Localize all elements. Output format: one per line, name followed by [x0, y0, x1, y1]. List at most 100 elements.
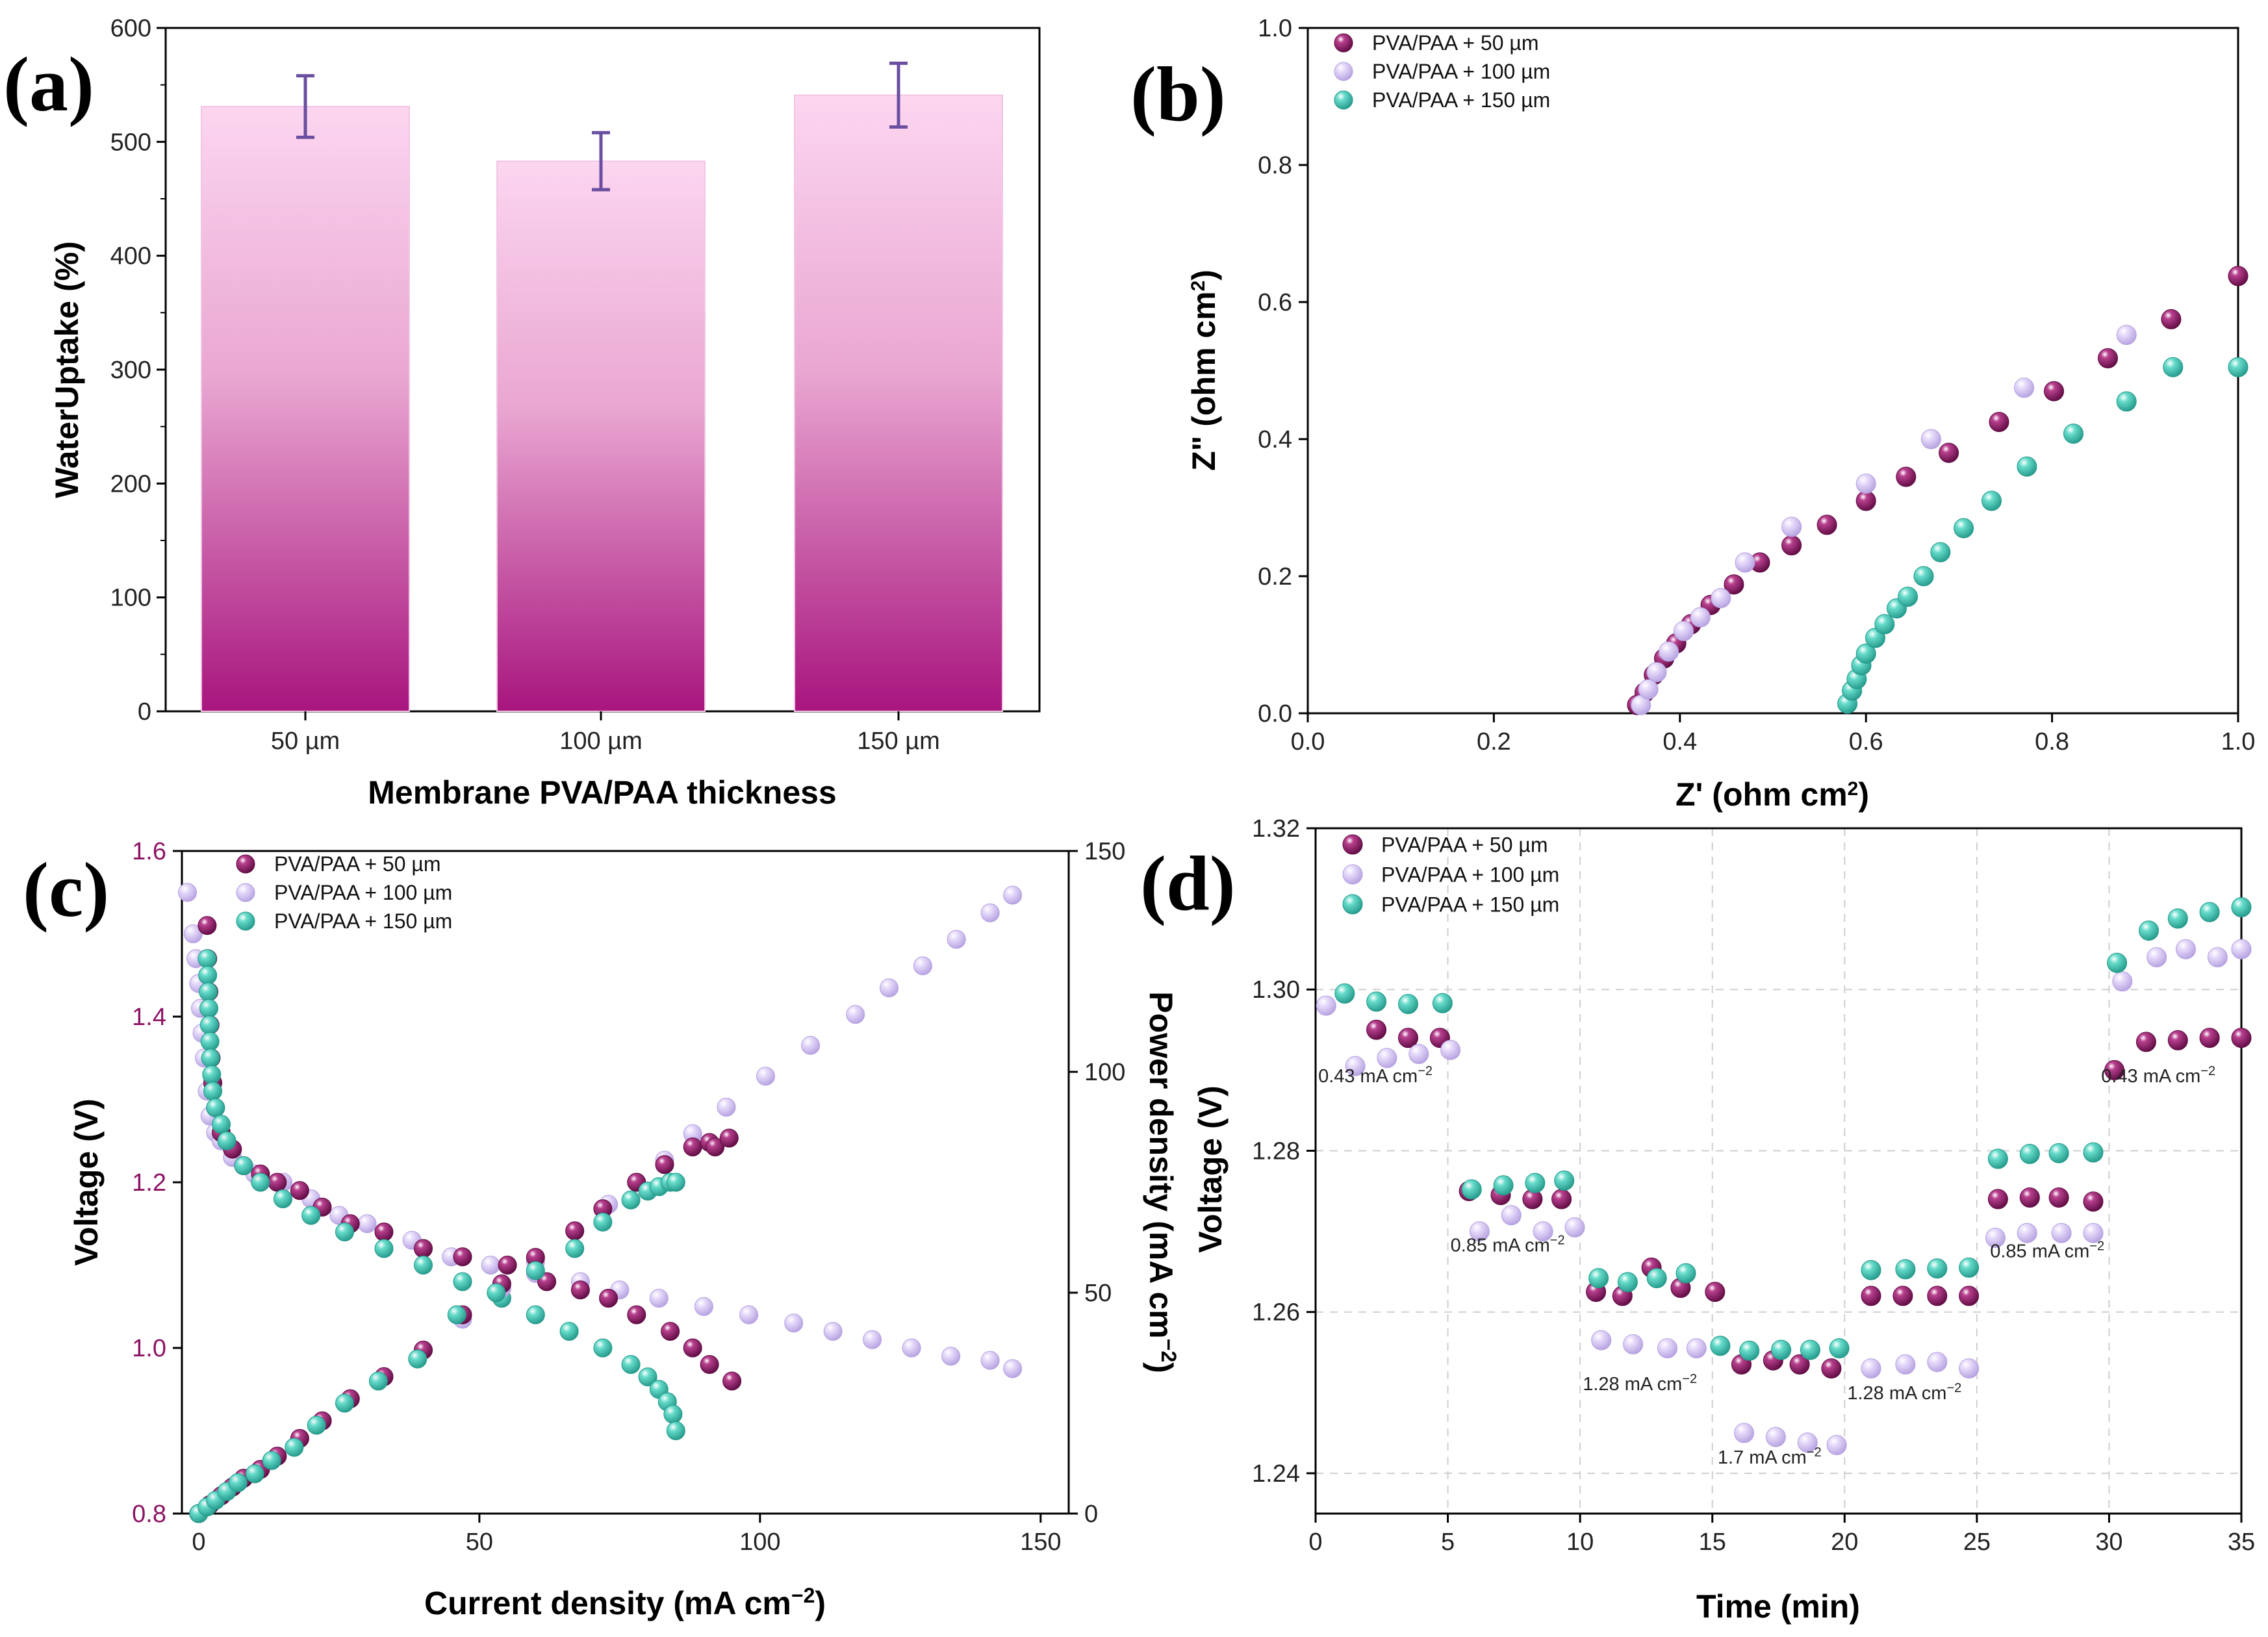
c-pol-point-s100-31: [980, 1351, 1000, 1370]
d-point-s150-1: [1366, 991, 1387, 1012]
c-pol-point-s100-28: [863, 1330, 882, 1349]
d-legend-label-s100: PVA/PAA + 100 µm: [1381, 863, 1559, 887]
a-ytick-label-6: 600: [110, 15, 151, 42]
c-pow-point-s50-18: [655, 1155, 674, 1174]
d-ytick-label-4: 1.32: [1252, 815, 1300, 843]
d-annotation-sup-3: −2: [1807, 1445, 1822, 1460]
d-point-s50-22: [2048, 1187, 2069, 1208]
b-point-s50-13: [1939, 442, 1959, 463]
d-annotation-6: 0.43 mA cm−2: [2101, 1064, 2215, 1087]
c-pol-point-s150-4: [199, 1015, 219, 1035]
d-annotation-text-5: 0.85 mA cm: [1990, 1241, 2089, 1262]
a-ytick-label-0: 0: [138, 698, 151, 726]
d-point-s50-28: [2231, 1028, 2252, 1048]
b-legend-label-s100: PVA/PAA + 100 µm: [1372, 60, 1550, 83]
error-bar-1: [592, 131, 610, 192]
b-point-s100-8: [1781, 516, 1802, 537]
b-xtick-label-5: 1.0: [2221, 728, 2256, 755]
b-ytick-label-1: 0.2: [1258, 563, 1292, 590]
c-pol-point-s150-3: [199, 998, 218, 1018]
d-annotation-sup-2: −2: [1682, 1372, 1697, 1386]
b-point-s50-9: [1781, 535, 1802, 555]
c-xtick-label-3: 150: [1020, 1529, 1061, 1556]
d-annotation-text-1: 0.85 mA cm: [1451, 1236, 1550, 1256]
b-series-s50: [1627, 266, 2249, 715]
c-pol-point-s150-9: [206, 1098, 225, 1117]
d-point-s150-25: [2107, 952, 2128, 973]
c-pol-point-s50-23: [661, 1322, 680, 1341]
c-xtick-label-0: 0: [192, 1529, 205, 1556]
d-point-s150-2: [1398, 994, 1418, 1015]
b-point-s100-4: [1674, 620, 1694, 641]
d-point-s150-5: [1493, 1175, 1514, 1196]
b-point-s150-12: [1981, 490, 2002, 511]
c-xtick-label-2: 100: [739, 1529, 780, 1556]
d-point-s150-22: [2019, 1143, 2040, 1164]
d-point-s50-0: [1366, 1019, 1387, 1040]
panel-b-ylabel: Z" (ohm cm2): [1186, 270, 1222, 471]
c-pow-point-s150-12: [447, 1305, 466, 1325]
b-point-s100-9: [1855, 474, 1876, 494]
b-ytick-label-4: 0.8: [1258, 152, 1292, 179]
d-point-s100-11: [1657, 1338, 1677, 1359]
d-point-s150-19: [1927, 1258, 1948, 1279]
d-xtick-label-3: 15: [1699, 1529, 1726, 1556]
d-annotation-text-3: 1.7 mA cm: [1718, 1447, 1807, 1468]
c-pow-point-s50-22: [719, 1128, 739, 1148]
panel-a-ylabel: WaterUptake (%): [49, 241, 85, 498]
b-point-s50-17: [2161, 309, 2182, 329]
c-pow-point-s100-25: [913, 956, 932, 976]
d-point-s150-16: [1829, 1338, 1850, 1359]
panel-d-frame: [1314, 827, 2243, 1515]
c-pow-point-s150-16: [593, 1212, 613, 1232]
d-point-s150-23: [2048, 1143, 2069, 1163]
b-point-s150-11: [1954, 518, 1974, 539]
d-series-s50: [1366, 1019, 2252, 1379]
d-point-s100-15: [1797, 1432, 1818, 1453]
c-pow-point-s50-19: [683, 1137, 702, 1157]
b-ytick-label-3: 0.6: [1258, 289, 1292, 316]
d-ytick-label-1: 1.26: [1252, 1299, 1300, 1326]
b-point-s150-10: [1930, 542, 1951, 563]
d-legend-marker-s100: [1342, 864, 1363, 885]
c-legend-label-s50: PVA/PAA + 50 µm: [274, 852, 440, 876]
d-point-s100-20: [1959, 1358, 1980, 1379]
c-pow-point-s150-8: [307, 1415, 326, 1435]
d-point-s100-14: [1765, 1427, 1786, 1447]
d-point-s150-7: [1554, 1170, 1575, 1191]
c-pol-point-s50-12: [290, 1181, 309, 1200]
b-ytick-label-5: 1.0: [1258, 15, 1292, 42]
c-legend-marker-s150: [236, 911, 255, 931]
c-pol-point-s150-16: [335, 1223, 354, 1241]
c-pol-point-s150-14: [274, 1189, 292, 1208]
c-pow-point-s150-7: [285, 1438, 304, 1457]
d-point-s150-13: [1739, 1340, 1760, 1361]
c-pow-point-s150-15: [565, 1239, 585, 1258]
c-polarization-s100: [178, 883, 1023, 1378]
b-ytick-label-0: 0.0: [1258, 700, 1292, 728]
panel-a-letter: (a): [3, 41, 94, 127]
d-point-s100-13: [1734, 1423, 1755, 1443]
d-point-s150-6: [1525, 1173, 1546, 1193]
b-point-s50-12: [1896, 466, 1917, 487]
d-point-s150-9: [1617, 1272, 1638, 1293]
d-point-s100-2: [1377, 1048, 1397, 1069]
c-pow-point-s150-4: [228, 1473, 248, 1492]
c-pol-point-s150-23: [593, 1338, 613, 1358]
b-series-s150: [1837, 357, 2249, 714]
b-point-s100-11: [2014, 377, 2035, 398]
d-xtick-label-6: 30: [2095, 1529, 2122, 1556]
c-pol-point-s150-25: [638, 1367, 657, 1387]
c-pol-point-s150-22: [559, 1322, 579, 1341]
c-pol-point-s150-21: [526, 1305, 545, 1325]
d-annotation-0: 0.43 mA cm−2: [1318, 1064, 1433, 1087]
b-point-s150-13: [2017, 456, 2037, 477]
c-pol-point-s50-17: [453, 1247, 472, 1267]
c-y2tick-label-0: 0: [1084, 1501, 1098, 1528]
c-ytick-label-2: 1.2: [132, 1169, 166, 1197]
c-pow-point-s150-5: [245, 1464, 264, 1484]
c-pow-point-s150-9: [335, 1393, 354, 1413]
d-point-s150-27: [2167, 908, 2188, 929]
b-legend-marker-s100: [1334, 62, 1353, 81]
b-point-s150-6: [1874, 614, 1895, 635]
